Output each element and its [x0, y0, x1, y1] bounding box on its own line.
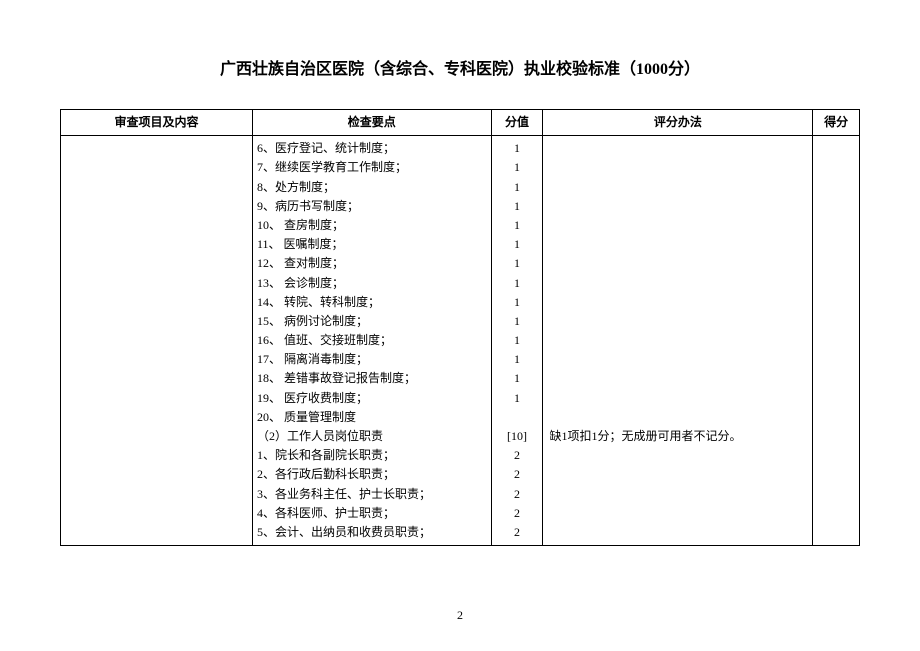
points-line: 5、会计、出纳员和收费员职责；: [257, 523, 487, 542]
method-line: 缺1项扣1分；无成册可用者不记分。: [549, 427, 806, 446]
page-number: 2: [0, 608, 920, 623]
method-line: [549, 216, 806, 235]
col-header-method: 评分办法: [543, 110, 813, 136]
cell-score: 11111111111111 [10]22222: [491, 136, 543, 546]
page-title: 广西壮族自治区医院（含综合、专科医院）执业校验标准（1000分）: [60, 55, 860, 79]
points-line: 7、继续医学教育工作制度；: [257, 158, 487, 177]
points-line: 12、 查对制度；: [257, 254, 487, 273]
points-line: 10、 查房制度；: [257, 216, 487, 235]
method-line: [549, 485, 806, 504]
score-line: 2: [498, 446, 537, 465]
points-line: （2）工作人员岗位职责: [257, 427, 487, 446]
standards-table: 审查项目及内容 检查要点 分值 评分办法 得分 6、医疗登记、统计制度；7、继续…: [60, 109, 860, 546]
score-line: 2: [498, 485, 537, 504]
method-line: [549, 139, 806, 158]
score-line: 1: [498, 216, 537, 235]
method-line: [549, 331, 806, 350]
method-line: [549, 254, 806, 273]
table-row: 6、医疗登记、统计制度；7、继续医学教育工作制度；8、处方制度；9、病历书写制度…: [61, 136, 860, 546]
points-line: 4、各科医师、护士职责；: [257, 504, 487, 523]
method-line: [549, 389, 806, 408]
score-line: 1: [498, 312, 537, 331]
score-line: 1: [498, 197, 537, 216]
points-line: 2、各行政后勤科长职责；: [257, 465, 487, 484]
points-line: 11、 医嘱制度；: [257, 235, 487, 254]
method-line: [549, 465, 806, 484]
score-line: [498, 408, 537, 427]
score-line: 1: [498, 158, 537, 177]
points-line: 13、 会诊制度；: [257, 274, 487, 293]
points-line: 20、 质量管理制度: [257, 408, 487, 427]
points-line: 8、处方制度；: [257, 178, 487, 197]
score-line: 1: [498, 293, 537, 312]
method-line: [549, 369, 806, 388]
score-line: 1: [498, 178, 537, 197]
score-line: [10]: [498, 427, 537, 446]
points-line: 1、院长和各副院长职责；: [257, 446, 487, 465]
col-header-points: 检查要点: [252, 110, 491, 136]
points-line: 19、 医疗收费制度；: [257, 389, 487, 408]
score-line: 2: [498, 504, 537, 523]
col-header-get: 得分: [813, 110, 860, 136]
score-line: 2: [498, 465, 537, 484]
method-line: [549, 274, 806, 293]
score-line: 1: [498, 331, 537, 350]
points-line: 15、 病例讨论制度；: [257, 312, 487, 331]
method-line: [549, 293, 806, 312]
cell-review: [61, 136, 253, 546]
method-line: [549, 408, 806, 427]
table-header-row: 审查项目及内容 检查要点 分值 评分办法 得分: [61, 110, 860, 136]
score-line: 1: [498, 254, 537, 273]
cell-get: [813, 136, 860, 546]
points-line: 6、医疗登记、统计制度；: [257, 139, 487, 158]
col-header-review: 审查项目及内容: [61, 110, 253, 136]
score-line: 1: [498, 274, 537, 293]
cell-points: 6、医疗登记、统计制度；7、继续医学教育工作制度；8、处方制度；9、病历书写制度…: [252, 136, 491, 546]
col-header-score: 分值: [491, 110, 543, 136]
score-line: 1: [498, 389, 537, 408]
points-line: 18、 差错事故登记报告制度；: [257, 369, 487, 388]
method-line: [549, 523, 806, 542]
points-line: 9、病历书写制度；: [257, 197, 487, 216]
points-line: 3、各业务科主任、护士长职责；: [257, 485, 487, 504]
method-line: [549, 312, 806, 331]
method-line: [549, 178, 806, 197]
method-line: [549, 197, 806, 216]
points-line: 16、 值班、交接班制度；: [257, 331, 487, 350]
score-line: 1: [498, 350, 537, 369]
points-line: 17、 隔离消毒制度；: [257, 350, 487, 369]
score-line: 1: [498, 369, 537, 388]
method-line: [549, 504, 806, 523]
method-line: [549, 446, 806, 465]
points-line: 14、 转院、转科制度；: [257, 293, 487, 312]
cell-method: 缺1项扣1分；无成册可用者不记分。: [543, 136, 813, 546]
method-line: [549, 235, 806, 254]
score-line: 1: [498, 139, 537, 158]
score-line: 1: [498, 235, 537, 254]
method-line: [549, 158, 806, 177]
score-line: 2: [498, 523, 537, 542]
method-line: [549, 350, 806, 369]
